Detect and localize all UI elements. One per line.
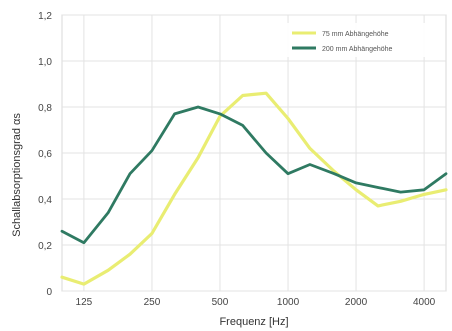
- x-tick-label: 250: [144, 297, 161, 308]
- y-tick-label: 0,6: [38, 149, 52, 160]
- y-tick-label: 0,2: [38, 241, 52, 252]
- y-tick-label: 0,8: [38, 103, 52, 114]
- y-axis-label: Schallabsorptionsgrad αs: [11, 113, 23, 237]
- series-line-0: [60, 91, 448, 286]
- y-tick-label: 0: [46, 287, 52, 298]
- y-tick-labels: 0 0,2 0,4 0,6 0,8 1,0 1,2: [38, 11, 52, 298]
- legend-label-75mm: 75 mm Abhängehöhe: [322, 31, 389, 38]
- x-tick-label: 4000: [413, 297, 436, 308]
- x-tick-label: 1000: [277, 297, 300, 308]
- x-tick-label: 500: [212, 297, 229, 308]
- y-tick-label: 1,0: [38, 57, 52, 68]
- legend: 75 mm Abhängehöhe 200 mm Abhängehöhe: [286, 23, 442, 57]
- x-tick-label: 2000: [345, 297, 368, 308]
- x-axis-label: Frequenz [Hz]: [219, 316, 288, 328]
- y-tick-label: 1,2: [38, 11, 52, 22]
- series-line-1: [60, 105, 448, 245]
- legend-label-200mm: 200 mm Abhängehöhe: [322, 46, 393, 53]
- grid: [62, 14, 446, 292]
- series-lines: [60, 91, 448, 286]
- x-tick-label: 125: [76, 297, 93, 308]
- y-tick-label: 0,4: [38, 195, 52, 206]
- x-tick-labels: 125 250 500 1000 2000 4000: [76, 297, 436, 308]
- legend-box: [286, 23, 442, 57]
